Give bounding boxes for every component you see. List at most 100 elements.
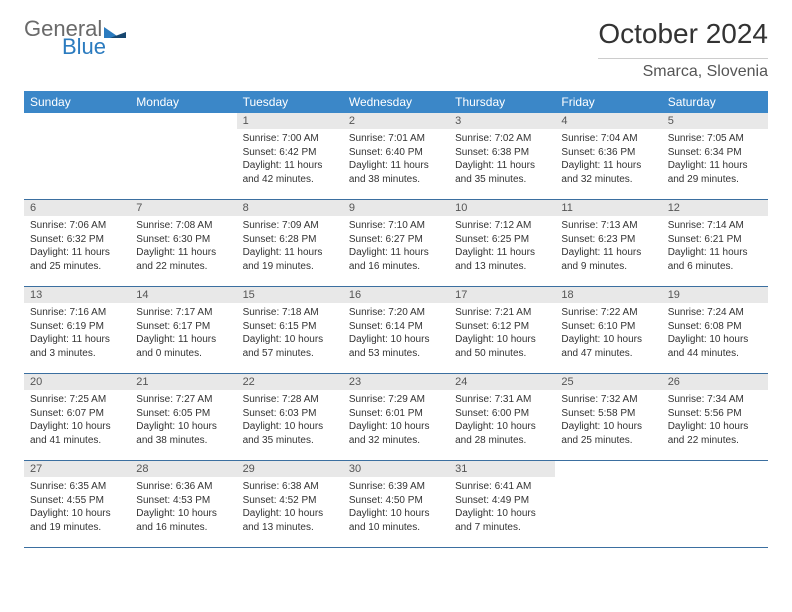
sunset-text: Sunset: 6:03 PM (243, 407, 337, 421)
weekday-header: Friday (555, 91, 661, 113)
day-cell: 30Sunrise: 6:39 AMSunset: 4:50 PMDayligh… (343, 461, 449, 547)
daylight-text: Daylight: 10 hours and 50 minutes. (455, 333, 549, 360)
day-cell: 28Sunrise: 6:36 AMSunset: 4:53 PMDayligh… (130, 461, 236, 547)
sunset-text: Sunset: 4:53 PM (136, 494, 230, 508)
weekday-header: Thursday (449, 91, 555, 113)
daylight-text: Daylight: 10 hours and 7 minutes. (455, 507, 549, 534)
day-number: 31 (449, 461, 555, 477)
daylight-text: Daylight: 10 hours and 41 minutes. (30, 420, 124, 447)
day-cell: 25Sunrise: 7:32 AMSunset: 5:58 PMDayligh… (555, 374, 661, 460)
week-row: 1Sunrise: 7:00 AMSunset: 6:42 PMDaylight… (24, 113, 768, 200)
day-number: 7 (130, 200, 236, 216)
weekday-header-row: SundayMondayTuesdayWednesdayThursdayFrid… (24, 91, 768, 113)
day-body: Sunrise: 7:04 AMSunset: 6:36 PMDaylight:… (555, 129, 661, 192)
page-title: October 2024 (598, 18, 768, 50)
sunset-text: Sunset: 6:08 PM (668, 320, 762, 334)
day-body: Sunrise: 7:25 AMSunset: 6:07 PMDaylight:… (24, 390, 130, 453)
day-body: Sunrise: 7:02 AMSunset: 6:38 PMDaylight:… (449, 129, 555, 192)
daylight-text: Daylight: 10 hours and 13 minutes. (243, 507, 337, 534)
day-number: 26 (662, 374, 768, 390)
sunrise-text: Sunrise: 6:38 AM (243, 480, 337, 494)
day-cell: 21Sunrise: 7:27 AMSunset: 6:05 PMDayligh… (130, 374, 236, 460)
sunset-text: Sunset: 6:40 PM (349, 146, 443, 160)
sunrise-text: Sunrise: 7:29 AM (349, 393, 443, 407)
sunrise-text: Sunrise: 6:35 AM (30, 480, 124, 494)
sunrise-text: Sunrise: 7:08 AM (136, 219, 230, 233)
day-body: Sunrise: 7:17 AMSunset: 6:17 PMDaylight:… (130, 303, 236, 366)
sunrise-text: Sunrise: 7:32 AM (561, 393, 655, 407)
sunset-text: Sunset: 6:38 PM (455, 146, 549, 160)
day-body: Sunrise: 7:08 AMSunset: 6:30 PMDaylight:… (130, 216, 236, 279)
daylight-text: Daylight: 11 hours and 9 minutes. (561, 246, 655, 273)
day-cell: 1Sunrise: 7:00 AMSunset: 6:42 PMDaylight… (237, 113, 343, 199)
day-number: 15 (237, 287, 343, 303)
daylight-text: Daylight: 10 hours and 10 minutes. (349, 507, 443, 534)
day-body: Sunrise: 7:06 AMSunset: 6:32 PMDaylight:… (24, 216, 130, 279)
day-number: 22 (237, 374, 343, 390)
sunrise-text: Sunrise: 7:09 AM (243, 219, 337, 233)
location-text: Smarca, Slovenia (598, 63, 768, 81)
daylight-text: Daylight: 10 hours and 44 minutes. (668, 333, 762, 360)
day-cell: 29Sunrise: 6:38 AMSunset: 4:52 PMDayligh… (237, 461, 343, 547)
sunrise-text: Sunrise: 7:14 AM (668, 219, 762, 233)
brand-part2: Blue (62, 36, 128, 58)
daylight-text: Daylight: 11 hours and 35 minutes. (455, 159, 549, 186)
day-cell: 6Sunrise: 7:06 AMSunset: 6:32 PMDaylight… (24, 200, 130, 286)
sunrise-text: Sunrise: 7:06 AM (30, 219, 124, 233)
daylight-text: Daylight: 10 hours and 57 minutes. (243, 333, 337, 360)
calendar-grid: SundayMondayTuesdayWednesdayThursdayFrid… (24, 91, 768, 548)
calendar-page: GeneralBlue October 2024 Smarca, Sloveni… (0, 0, 792, 566)
title-block: October 2024 Smarca, Slovenia (598, 18, 768, 81)
daylight-text: Daylight: 11 hours and 29 minutes. (668, 159, 762, 186)
sunrise-text: Sunrise: 7:00 AM (243, 132, 337, 146)
day-body: Sunrise: 7:01 AMSunset: 6:40 PMDaylight:… (343, 129, 449, 192)
sunrise-text: Sunrise: 6:36 AM (136, 480, 230, 494)
sunset-text: Sunset: 6:15 PM (243, 320, 337, 334)
day-body: Sunrise: 7:28 AMSunset: 6:03 PMDaylight:… (237, 390, 343, 453)
sunrise-text: Sunrise: 7:25 AM (30, 393, 124, 407)
day-number: 13 (24, 287, 130, 303)
day-cell: 22Sunrise: 7:28 AMSunset: 6:03 PMDayligh… (237, 374, 343, 460)
sunset-text: Sunset: 6:01 PM (349, 407, 443, 421)
sunrise-text: Sunrise: 7:18 AM (243, 306, 337, 320)
sunset-text: Sunset: 6:05 PM (136, 407, 230, 421)
sunrise-text: Sunrise: 7:20 AM (349, 306, 443, 320)
day-number: 20 (24, 374, 130, 390)
sunrise-text: Sunrise: 7:34 AM (668, 393, 762, 407)
day-body: Sunrise: 7:09 AMSunset: 6:28 PMDaylight:… (237, 216, 343, 279)
day-cell: 5Sunrise: 7:05 AMSunset: 6:34 PMDaylight… (662, 113, 768, 199)
day-cell: 3Sunrise: 7:02 AMSunset: 6:38 PMDaylight… (449, 113, 555, 199)
day-number: 4 (555, 113, 661, 129)
daylight-text: Daylight: 11 hours and 6 minutes. (668, 246, 762, 273)
day-cell: 27Sunrise: 6:35 AMSunset: 4:55 PMDayligh… (24, 461, 130, 547)
day-number: 12 (662, 200, 768, 216)
daylight-text: Daylight: 11 hours and 42 minutes. (243, 159, 337, 186)
day-body: Sunrise: 6:36 AMSunset: 4:53 PMDaylight:… (130, 477, 236, 540)
sunrise-text: Sunrise: 7:01 AM (349, 132, 443, 146)
sunset-text: Sunset: 6:28 PM (243, 233, 337, 247)
day-body: Sunrise: 7:05 AMSunset: 6:34 PMDaylight:… (662, 129, 768, 192)
day-number: 18 (555, 287, 661, 303)
day-cell (24, 113, 130, 199)
sunrise-text: Sunrise: 7:17 AM (136, 306, 230, 320)
sunset-text: Sunset: 4:52 PM (243, 494, 337, 508)
sunset-text: Sunset: 6:25 PM (455, 233, 549, 247)
day-body: Sunrise: 7:10 AMSunset: 6:27 PMDaylight:… (343, 216, 449, 279)
day-number: 28 (130, 461, 236, 477)
weekday-header: Tuesday (237, 91, 343, 113)
day-number: 1 (237, 113, 343, 129)
day-body: Sunrise: 7:24 AMSunset: 6:08 PMDaylight:… (662, 303, 768, 366)
day-body: Sunrise: 7:27 AMSunset: 6:05 PMDaylight:… (130, 390, 236, 453)
daylight-text: Daylight: 11 hours and 25 minutes. (30, 246, 124, 273)
day-number: 23 (343, 374, 449, 390)
day-cell (130, 113, 236, 199)
day-cell: 26Sunrise: 7:34 AMSunset: 5:56 PMDayligh… (662, 374, 768, 460)
sunrise-text: Sunrise: 6:39 AM (349, 480, 443, 494)
week-row: 20Sunrise: 7:25 AMSunset: 6:07 PMDayligh… (24, 374, 768, 461)
day-number: 10 (449, 200, 555, 216)
sunset-text: Sunset: 4:50 PM (349, 494, 443, 508)
sunrise-text: Sunrise: 7:22 AM (561, 306, 655, 320)
sunset-text: Sunset: 6:21 PM (668, 233, 762, 247)
day-body: Sunrise: 7:20 AMSunset: 6:14 PMDaylight:… (343, 303, 449, 366)
day-body: Sunrise: 7:16 AMSunset: 6:19 PMDaylight:… (24, 303, 130, 366)
